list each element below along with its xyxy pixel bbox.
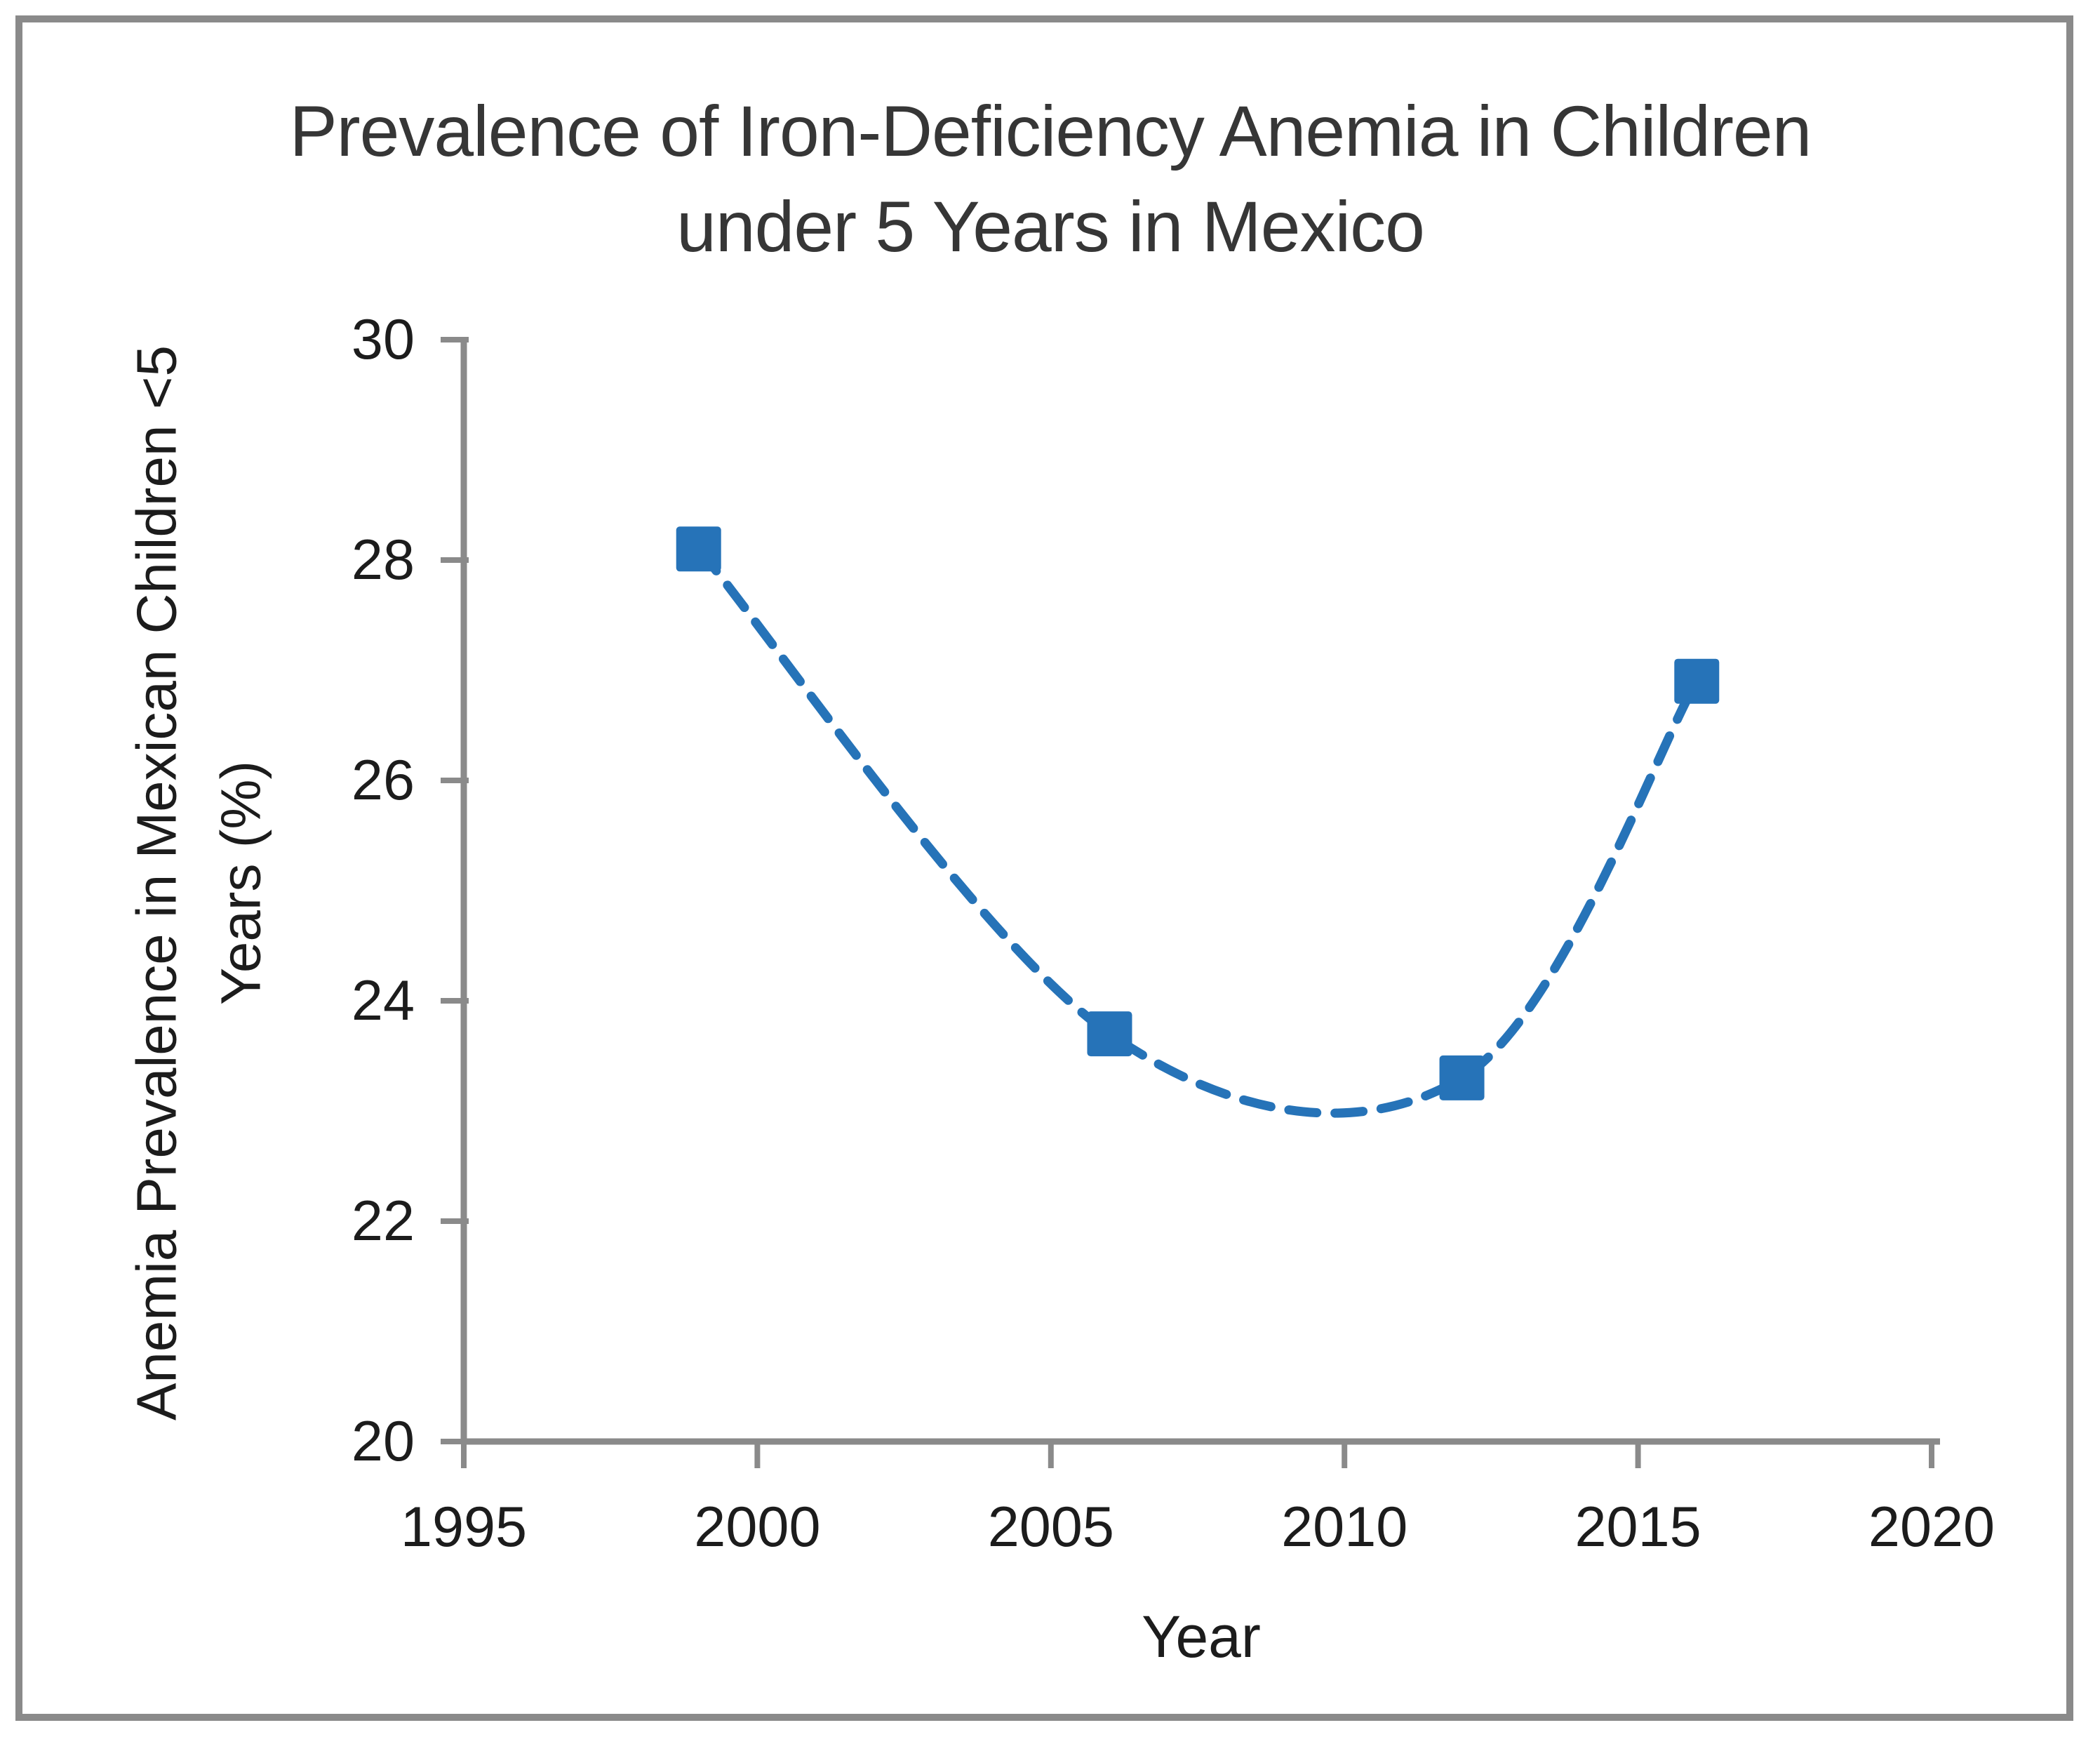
chart-title-line-1: Prevalence of Iron-Deficiency Anemia in … xyxy=(290,91,1812,171)
data-series xyxy=(676,526,1720,1118)
y-tick-label: 26 xyxy=(352,749,415,812)
data-point-marker xyxy=(1439,1055,1485,1100)
y-tick-label: 20 xyxy=(352,1410,415,1473)
y-axis-label-line-1: Anemia Prevalence in Mexican Children <5 xyxy=(126,345,188,1420)
x-tick-label: 2020 xyxy=(1868,1496,1995,1559)
y-tick-label: 30 xyxy=(352,308,415,371)
y-tick-label: 24 xyxy=(352,969,415,1032)
trend-line xyxy=(694,544,1701,1118)
x-axis-label: Year xyxy=(1142,1604,1261,1670)
data-point-marker xyxy=(676,526,721,572)
data-point-marker xyxy=(1674,658,1720,704)
x-tick-label: 1995 xyxy=(401,1496,527,1559)
y-axis-label-line-2: Years (%) xyxy=(210,761,272,1005)
figure-border xyxy=(15,15,2073,1721)
axes: 20 22 24 26 28 30 1995 2000 2005 2010 2015 2020 xyxy=(352,308,1995,1559)
y-tick-label: 22 xyxy=(352,1190,415,1253)
chart-title-line-2: under 5 Years in Mexico xyxy=(676,187,1424,267)
x-tick-label: 2015 xyxy=(1574,1496,1701,1559)
y-tick-label: 28 xyxy=(352,528,415,592)
x-tick-label: 2005 xyxy=(988,1496,1114,1559)
data-point-marker xyxy=(1087,1011,1132,1057)
x-tick-label: 2000 xyxy=(694,1496,820,1559)
x-tick-label: 2010 xyxy=(1281,1496,1407,1559)
